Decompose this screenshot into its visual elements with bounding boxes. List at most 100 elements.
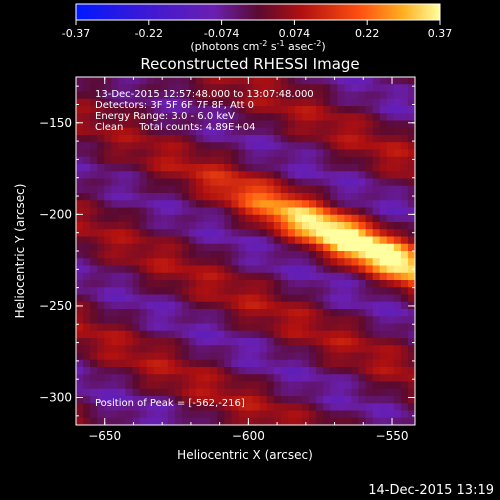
heatmap-cell bbox=[393, 287, 402, 296]
heatmap-cell bbox=[210, 200, 218, 209]
heatmap-cell bbox=[386, 359, 395, 368]
heatmap-cell bbox=[181, 323, 190, 332]
heatmap-cell bbox=[189, 323, 197, 332]
heatmap-cell bbox=[280, 280, 289, 288]
heatmap-cell bbox=[386, 193, 395, 201]
heatmap-cell bbox=[217, 243, 225, 252]
heatmap-cell bbox=[259, 381, 268, 390]
heatmap-cell bbox=[203, 113, 211, 122]
heatmap-cell bbox=[238, 135, 247, 143]
heatmap-cell bbox=[111, 294, 119, 303]
heatmap-cell bbox=[393, 367, 402, 375]
heatmap-cell bbox=[337, 193, 345, 201]
heatmap-cell bbox=[118, 243, 127, 252]
heatmap-cell bbox=[83, 359, 91, 368]
heatmap-cell bbox=[330, 352, 338, 361]
heatmap-cell bbox=[287, 200, 296, 209]
heatmap-cell bbox=[273, 316, 282, 325]
heatmap-cell bbox=[146, 265, 155, 274]
heatmap-cell bbox=[358, 316, 367, 325]
heatmap-cell bbox=[386, 272, 395, 281]
heatmap-cell bbox=[203, 171, 211, 180]
heatmap-cell bbox=[358, 127, 367, 136]
heatmap-cell bbox=[287, 280, 296, 288]
heatmap-cell bbox=[146, 243, 155, 252]
heatmap-cell bbox=[203, 214, 211, 223]
heatmap-cell bbox=[196, 287, 204, 296]
heatmap-cell bbox=[379, 258, 388, 267]
heatmap-cell bbox=[294, 84, 303, 93]
heatmap-cell bbox=[365, 309, 374, 317]
heatmap-cell bbox=[344, 142, 353, 151]
heatmap-cell bbox=[90, 280, 98, 288]
heatmap-cell bbox=[90, 236, 98, 245]
heatmap-cell bbox=[83, 77, 91, 85]
heatmap-cell bbox=[259, 214, 268, 223]
heatmap-cell bbox=[224, 280, 232, 288]
heatmap-cell bbox=[379, 338, 388, 346]
heatmap-cell bbox=[259, 316, 268, 325]
heatmap-cell bbox=[400, 149, 409, 158]
heatmap-cell bbox=[407, 84, 415, 93]
heatmap-cell bbox=[266, 294, 275, 303]
heatmap-cell bbox=[323, 301, 331, 310]
heatmap-cell bbox=[139, 229, 148, 238]
heatmap-cell bbox=[90, 388, 98, 397]
heatmap-cell bbox=[386, 345, 395, 354]
heatmap-cell bbox=[266, 323, 275, 332]
heatmap-cell bbox=[160, 330, 169, 339]
heatmap-cell bbox=[280, 120, 289, 129]
heatmap-cell bbox=[245, 200, 254, 209]
heatmap-cell bbox=[287, 410, 296, 419]
heatmap-cell bbox=[210, 396, 218, 404]
heatmap-cell bbox=[287, 243, 296, 252]
heatmap-cell bbox=[386, 381, 395, 390]
heatmap-cell bbox=[358, 272, 367, 281]
heatmap-cell bbox=[217, 359, 225, 368]
heatmap-cell bbox=[273, 77, 282, 85]
heatmap-cell bbox=[337, 127, 345, 136]
heatmap-cell bbox=[330, 156, 338, 165]
heatmap-cell bbox=[344, 243, 353, 252]
heatmap-cell bbox=[174, 410, 183, 419]
heatmap-cell bbox=[125, 251, 134, 259]
heatmap-cell bbox=[379, 207, 388, 216]
heatmap-cell bbox=[83, 309, 91, 317]
heatmap-cell bbox=[160, 265, 169, 274]
heatmap-cell bbox=[273, 309, 282, 317]
heatmap-cell bbox=[111, 98, 119, 107]
heatmap-cell bbox=[252, 229, 261, 238]
heatmap-cell bbox=[104, 178, 112, 187]
heatmap-cell bbox=[111, 135, 119, 143]
heatmap-cell bbox=[97, 77, 105, 85]
heatmap-cell bbox=[259, 91, 268, 100]
heatmap-cell bbox=[323, 381, 331, 390]
heatmap-cell bbox=[160, 113, 169, 122]
heatmap-cell bbox=[266, 236, 275, 245]
heatmap-cell bbox=[358, 381, 367, 390]
heatmap-cell bbox=[146, 374, 155, 383]
heatmap-cell bbox=[323, 185, 331, 194]
heatmap-cell bbox=[217, 287, 225, 296]
heatmap-cell bbox=[189, 352, 197, 361]
heatmap-cell bbox=[302, 374, 310, 383]
heatmap-cell bbox=[153, 251, 162, 259]
heatmap-cell bbox=[132, 214, 141, 223]
heatmap-cell bbox=[224, 91, 232, 100]
heatmap-cell bbox=[210, 142, 218, 151]
heatmap-cell bbox=[196, 403, 204, 412]
heatmap-cell bbox=[139, 178, 148, 187]
heatmap-cell bbox=[393, 106, 402, 114]
heatmap-cell bbox=[196, 280, 204, 288]
heatmap-cell bbox=[167, 84, 176, 93]
heatmap-cell bbox=[302, 91, 310, 100]
heatmap-cell bbox=[97, 367, 105, 375]
heatmap-cell bbox=[132, 120, 141, 129]
colorbar-tick-label: -0.074 bbox=[204, 27, 239, 40]
heatmap-cell bbox=[196, 98, 204, 107]
heatmap-cell bbox=[203, 316, 211, 325]
heatmap-cell bbox=[287, 207, 296, 216]
heatmap-cell bbox=[139, 381, 148, 390]
heatmap-cell bbox=[323, 367, 331, 375]
heatmap-cell bbox=[167, 367, 176, 375]
